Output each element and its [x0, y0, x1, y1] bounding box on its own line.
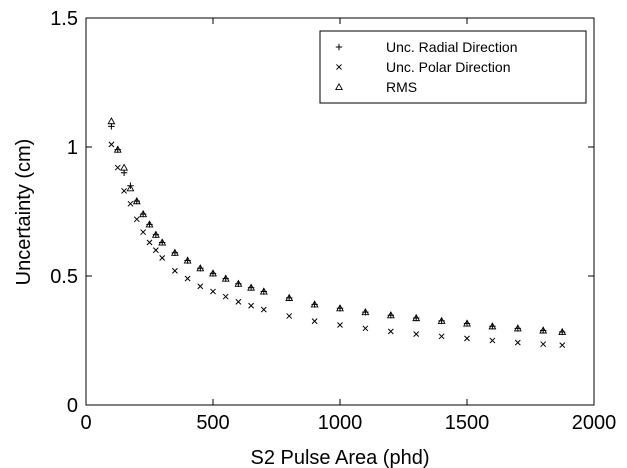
data-point-x: [108, 141, 115, 148]
data-point-triangle: [412, 313, 421, 322]
data-point-x: [362, 325, 369, 332]
data-point-triangle: [539, 326, 548, 334]
data-point-x: [514, 339, 521, 346]
data-point-triangle: [151, 230, 160, 238]
data-point-x: [121, 187, 128, 194]
data-point-triangle: [113, 145, 122, 153]
data-point-x: [140, 229, 147, 236]
data-point-triangle: [463, 319, 471, 327]
data-point-triangle: [558, 327, 567, 335]
y-tick-label: 1.5: [50, 8, 78, 30]
data-point-triangle: [126, 184, 135, 192]
x-tick-label: 500: [196, 412, 229, 434]
data-point-triangle: [196, 264, 205, 272]
data-point-triangle: [209, 269, 217, 277]
data-point-x: [540, 341, 547, 348]
data-point-triangle: [386, 311, 395, 319]
data-point-x: [260, 306, 267, 313]
data-point-x: [464, 335, 470, 342]
data-point-triangle: [183, 256, 192, 264]
x-axis-label: S2 Pulse Area (phd): [251, 447, 430, 468]
legend-marker-x: [336, 64, 342, 70]
x-tick-label: 0: [80, 412, 91, 434]
data-point-x: [248, 302, 255, 309]
y-tick-label: 0: [67, 395, 78, 417]
data-point-x: [489, 337, 496, 344]
data-point-triangle: [158, 238, 167, 246]
data-point-triangle: [437, 316, 446, 324]
data-point-triangle: [234, 279, 243, 287]
data-point-x: [559, 342, 566, 349]
data-point-x: [197, 283, 204, 290]
data-point-plus: [120, 169, 128, 176]
data-markers: [107, 117, 567, 349]
data-point-triangle: [361, 307, 370, 316]
y-axis: 0 0.5 1 1.5: [50, 8, 594, 417]
data-point-triangle: [107, 117, 116, 125]
data-point-x: [127, 200, 134, 207]
data-point-triangle: [310, 300, 319, 308]
data-point-x: [337, 322, 343, 328]
legend-label-rms: RMS: [386, 79, 417, 95]
y-tick-label: 0.5: [50, 266, 78, 288]
legend-marker-triangle: [335, 82, 343, 91]
data-point-triangle: [513, 324, 522, 332]
legend-marker-plus: [335, 43, 343, 51]
x-tick-label: 1500: [445, 412, 490, 434]
data-point-x: [387, 328, 394, 335]
data-point-x: [222, 293, 229, 300]
data-point-x: [159, 255, 166, 261]
data-point-x: [311, 318, 318, 325]
data-point-triangle: [488, 322, 497, 330]
x-axis: 0 500 1000 1500 2000: [80, 18, 616, 434]
data-point-x: [146, 239, 153, 246]
data-point-x: [235, 298, 242, 305]
data-point-x: [152, 247, 159, 254]
data-point-x: [184, 275, 191, 282]
data-point-plus: [108, 123, 115, 130]
data-point-triangle: [139, 209, 148, 218]
data-point-x: [286, 313, 293, 319]
data-point-triangle: [132, 197, 141, 205]
data-point-triangle: [336, 304, 344, 312]
x-tick-label: 1000: [318, 412, 363, 434]
legend-box: [319, 30, 587, 104]
data-point-x: [133, 216, 140, 223]
data-point-x: [413, 331, 420, 337]
data-point-triangle: [247, 283, 256, 291]
data-point-triangle: [259, 287, 268, 295]
data-point-triangle: [145, 220, 154, 228]
legend-label-polar: Unc. Polar Direction: [386, 59, 511, 75]
data-point-triangle: [120, 163, 129, 171]
x-tick-label: 2000: [572, 412, 617, 434]
data-point-x: [438, 333, 445, 340]
data-point-x: [210, 288, 216, 295]
data-point-x: [114, 164, 121, 171]
legend-label-radial: Unc. Radial Direction: [386, 39, 518, 55]
data-point-triangle: [170, 248, 179, 256]
data-point-triangle: [285, 293, 294, 301]
data-point-triangle: [221, 274, 230, 282]
y-tick-label: 1: [67, 137, 78, 159]
legend: Unc. Radial Direction Unc. Polar Directi…: [319, 30, 587, 104]
y-axis-label: Uncertainty (cm): [13, 139, 35, 286]
data-point-x: [171, 267, 178, 274]
